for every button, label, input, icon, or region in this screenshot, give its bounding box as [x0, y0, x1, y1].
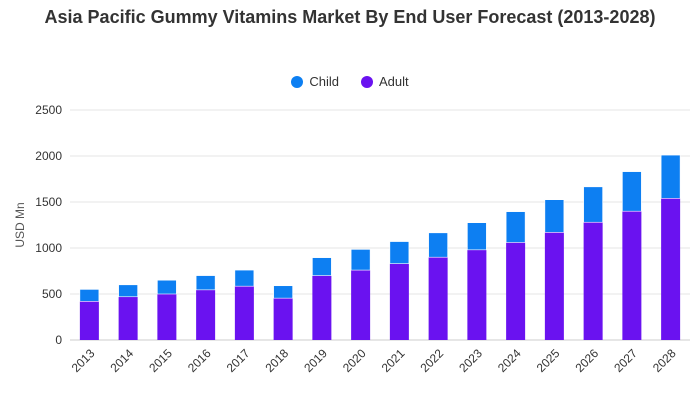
- legend: Child Adult: [0, 74, 700, 89]
- bar-child: [660, 154, 681, 199]
- y-tick-label: 1000: [35, 241, 62, 255]
- x-tick-label: 2021: [379, 346, 408, 375]
- bar-adult: [544, 232, 564, 340]
- bar-adult: [506, 242, 526, 340]
- bar-child: [622, 171, 642, 212]
- bar-adult: [389, 263, 409, 340]
- bar-adult: [79, 301, 99, 340]
- bar-child: [350, 249, 371, 271]
- bar-adult: [661, 198, 681, 340]
- chart-title: Asia Pacific Gummy Vitamins Market By En…: [44, 7, 656, 27]
- bar-child: [118, 284, 138, 298]
- bar-adult: [118, 296, 138, 340]
- x-tick-label: 2014: [107, 346, 136, 375]
- bar-child: [467, 222, 487, 251]
- bar-child: [234, 269, 255, 287]
- x-tick-label: 2017: [224, 346, 253, 375]
- x-tick-label: 2026: [572, 346, 601, 375]
- y-tick-label: 1500: [35, 195, 62, 209]
- x-tick-label: 2024: [495, 346, 524, 375]
- bar-child: [312, 257, 332, 276]
- bar-child: [389, 241, 410, 264]
- x-tick-label: 2016: [185, 346, 214, 375]
- bar-adult: [428, 257, 448, 340]
- x-tick-label: 2018: [262, 346, 291, 375]
- bar-adult: [351, 270, 371, 340]
- bar-child: [583, 186, 603, 223]
- y-tick-label: 500: [42, 287, 62, 301]
- bar-child: [157, 279, 177, 295]
- x-tick-label: 2023: [456, 346, 485, 375]
- x-tick-label: 2028: [650, 346, 679, 375]
- bar-child: [195, 275, 216, 291]
- bar-adult: [622, 211, 642, 340]
- x-tick-label: 2027: [611, 346, 640, 375]
- bar-adult: [273, 298, 293, 340]
- bar-child: [505, 211, 526, 243]
- y-tick-label: 2000: [35, 149, 62, 163]
- legend-label-child: Child: [309, 74, 339, 89]
- y-tick-label: 0: [55, 333, 62, 347]
- legend-label-adult: Adult: [378, 74, 409, 89]
- bar-adult: [234, 286, 254, 340]
- bar-adult: [157, 294, 177, 340]
- x-tick-label: 2015: [146, 346, 175, 375]
- legend-swatch-child: [291, 75, 304, 88]
- bar-child: [79, 289, 100, 302]
- bar-child: [428, 232, 448, 258]
- x-tick-label: 2013: [69, 346, 98, 375]
- bar-adult: [196, 289, 216, 340]
- legend-swatch-adult: [360, 75, 373, 88]
- bar-child: [544, 199, 565, 233]
- legend-item-adult[interactable]: Adult: [360, 74, 409, 89]
- y-tick-label: 2500: [35, 103, 62, 117]
- bar-adult: [312, 275, 332, 340]
- y-axis-label: USD Mn: [13, 202, 27, 247]
- x-tick-label: 2025: [534, 346, 563, 375]
- bar-adult: [467, 249, 487, 340]
- bar-child: [273, 285, 293, 299]
- bar-adult: [583, 222, 603, 340]
- legend-item-child[interactable]: Child: [291, 74, 339, 89]
- x-tick-label: 2019: [301, 346, 330, 375]
- x-tick-label: 2020: [340, 346, 369, 375]
- x-tick-label: 2022: [417, 346, 446, 375]
